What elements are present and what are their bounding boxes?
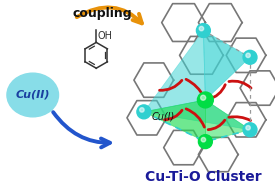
- Circle shape: [246, 125, 250, 130]
- Circle shape: [246, 53, 250, 58]
- Circle shape: [198, 92, 213, 108]
- Ellipse shape: [7, 73, 58, 117]
- FancyArrowPatch shape: [77, 7, 142, 23]
- Circle shape: [201, 137, 206, 142]
- Polygon shape: [205, 100, 250, 142]
- Circle shape: [243, 50, 257, 64]
- FancyArrowPatch shape: [186, 79, 204, 98]
- Polygon shape: [144, 30, 205, 112]
- Circle shape: [201, 95, 206, 100]
- Circle shape: [198, 135, 212, 149]
- Text: Cu(I): Cu(I): [152, 112, 175, 122]
- FancyArrowPatch shape: [165, 110, 182, 120]
- FancyArrowPatch shape: [53, 112, 110, 147]
- Circle shape: [196, 24, 210, 37]
- Polygon shape: [144, 100, 205, 142]
- Polygon shape: [144, 100, 250, 130]
- Polygon shape: [203, 30, 250, 100]
- FancyArrowPatch shape: [229, 117, 251, 120]
- Circle shape: [137, 105, 151, 119]
- Text: OH: OH: [97, 30, 112, 40]
- FancyArrowPatch shape: [160, 80, 182, 90]
- Circle shape: [140, 108, 144, 112]
- FancyArrowPatch shape: [208, 120, 225, 130]
- Text: Cu-Ti-O Cluster: Cu-Ti-O Cluster: [145, 170, 262, 184]
- Circle shape: [243, 123, 257, 137]
- FancyArrowPatch shape: [229, 81, 251, 88]
- FancyArrowPatch shape: [208, 85, 225, 99]
- Text: coupling: coupling: [72, 7, 132, 20]
- Text: Cu(II): Cu(II): [16, 90, 50, 100]
- FancyArrowPatch shape: [186, 109, 204, 127]
- Circle shape: [199, 26, 204, 31]
